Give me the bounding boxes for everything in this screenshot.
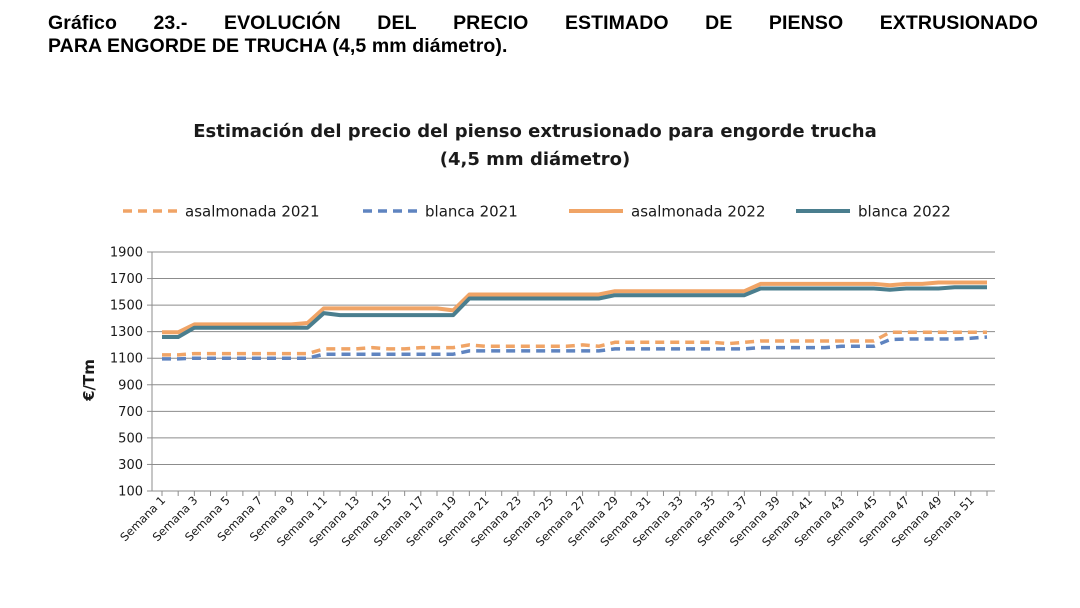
- caption-word: EXTRUSIONADO: [879, 12, 1038, 34]
- y-axis-ticks: 100 300 500 700 900 1100 1300 1500 1700 1900: [110, 246, 143, 500]
- chart-title-line1: Estimación del precio del pienso extrusi…: [193, 121, 877, 142]
- y-tick-label: 500: [118, 431, 143, 446]
- y-tick-label: 900: [118, 378, 143, 393]
- caption-word: EVOLUCIÓN: [223, 12, 341, 34]
- caption-word: ESTIMADO: [564, 12, 669, 34]
- y-tick-label: 1100: [110, 352, 143, 367]
- gridlines: [147, 251, 995, 496]
- chart-title-line2: (4,5 mm diámetro): [440, 149, 630, 170]
- legend-label: asalmonada 2021: [185, 203, 320, 221]
- figure-caption-line2: PARA ENGORDE DE TRUCHA (4,5 mm diámetro)…: [48, 35, 508, 57]
- caption-word: PRECIO: [453, 12, 529, 34]
- caption-word: DE: [705, 12, 733, 34]
- series-line-blanca-2021: [162, 335, 988, 361]
- caption-word: 23.-: [153, 12, 188, 34]
- figure-caption-line1: Gráfico 23.- EVOLUCIÓN DEL PRECIO ESTIMADO DE P…: [48, 12, 1038, 35]
- caption-word: PIENSO: [768, 12, 844, 34]
- y-tick-label: 1900: [110, 246, 143, 261]
- caption-word: Gráfico: [48, 12, 117, 34]
- series-lines: [162, 280, 988, 361]
- series-line-asalmonada-2022: [162, 280, 987, 335]
- legend-label: blanca 2021: [425, 203, 518, 221]
- series-line-asalmonada-2021: [162, 330, 987, 357]
- chart-title: Estimación del precio del pienso extrusi…: [193, 121, 877, 170]
- y-tick-label: 1700: [110, 272, 143, 287]
- figure-caption: Gráfico 23.- EVOLUCIÓN DEL PRECIO ESTIMADO DE P…: [48, 12, 1038, 58]
- y-tick-label: 1500: [110, 299, 143, 314]
- y-tick-label: 1300: [110, 325, 143, 340]
- y-axis-label: €/Tm: [80, 359, 98, 402]
- y-tick-label: 100: [118, 485, 143, 500]
- legend: asalmonada 2021 blanca 2021 asalmonada 202…: [123, 203, 951, 221]
- series-line-blanca-2022: [162, 285, 987, 339]
- legend-label: blanca 2022: [858, 203, 951, 221]
- y-tick-label: 700: [118, 405, 143, 420]
- legend-label: asalmonada 2022: [631, 203, 766, 221]
- caption-word: DEL: [377, 12, 417, 34]
- y-tick-label: 300: [118, 458, 143, 473]
